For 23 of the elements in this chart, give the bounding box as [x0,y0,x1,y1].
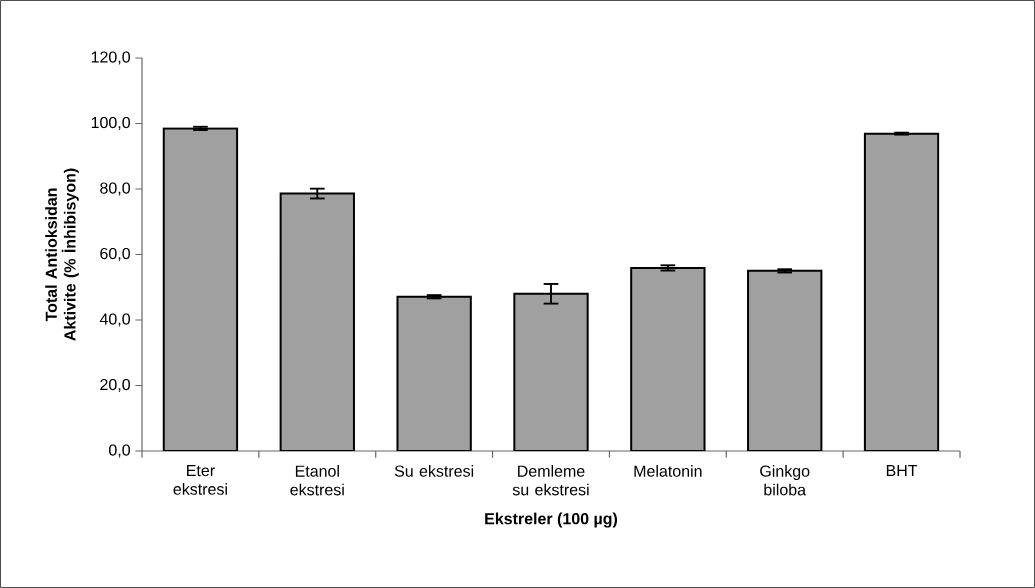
y-tick-label: 80,0 [100,182,131,196]
bar [396,295,472,451]
bar [863,132,940,451]
bar [279,192,355,451]
x-tick-label: Demleme su ekstresi [512,465,589,496]
x-tick-label: Etanol ekstresi [290,465,344,496]
y-tick-label: 100,0 [91,116,131,131]
x-tick-label: Eter ekstresi [173,465,227,495]
y-tick-label: 0,0 [109,444,131,458]
bar [162,127,239,451]
x-tick-label: Melatonin [634,465,702,477]
x-tick-label: Su ekstresi [394,465,474,477]
y-tick-label: 20,0 [100,378,131,393]
bar [747,269,823,451]
y-tick-label: 60,0 [100,247,131,262]
bar [513,292,589,451]
y-tick-label: 40,0 [99,313,131,327]
x-tick-label: BHT [886,465,918,477]
bar [630,266,706,451]
y-tick-label: 120,0 [91,51,131,65]
y-axis-title: Total Antioksidan Aktivite (% İnhibisyon) [45,168,79,341]
x-tick-label: Ginkgo biloba [760,465,810,496]
x-axis-title: Ekstreler (100 µg) [485,512,618,528]
